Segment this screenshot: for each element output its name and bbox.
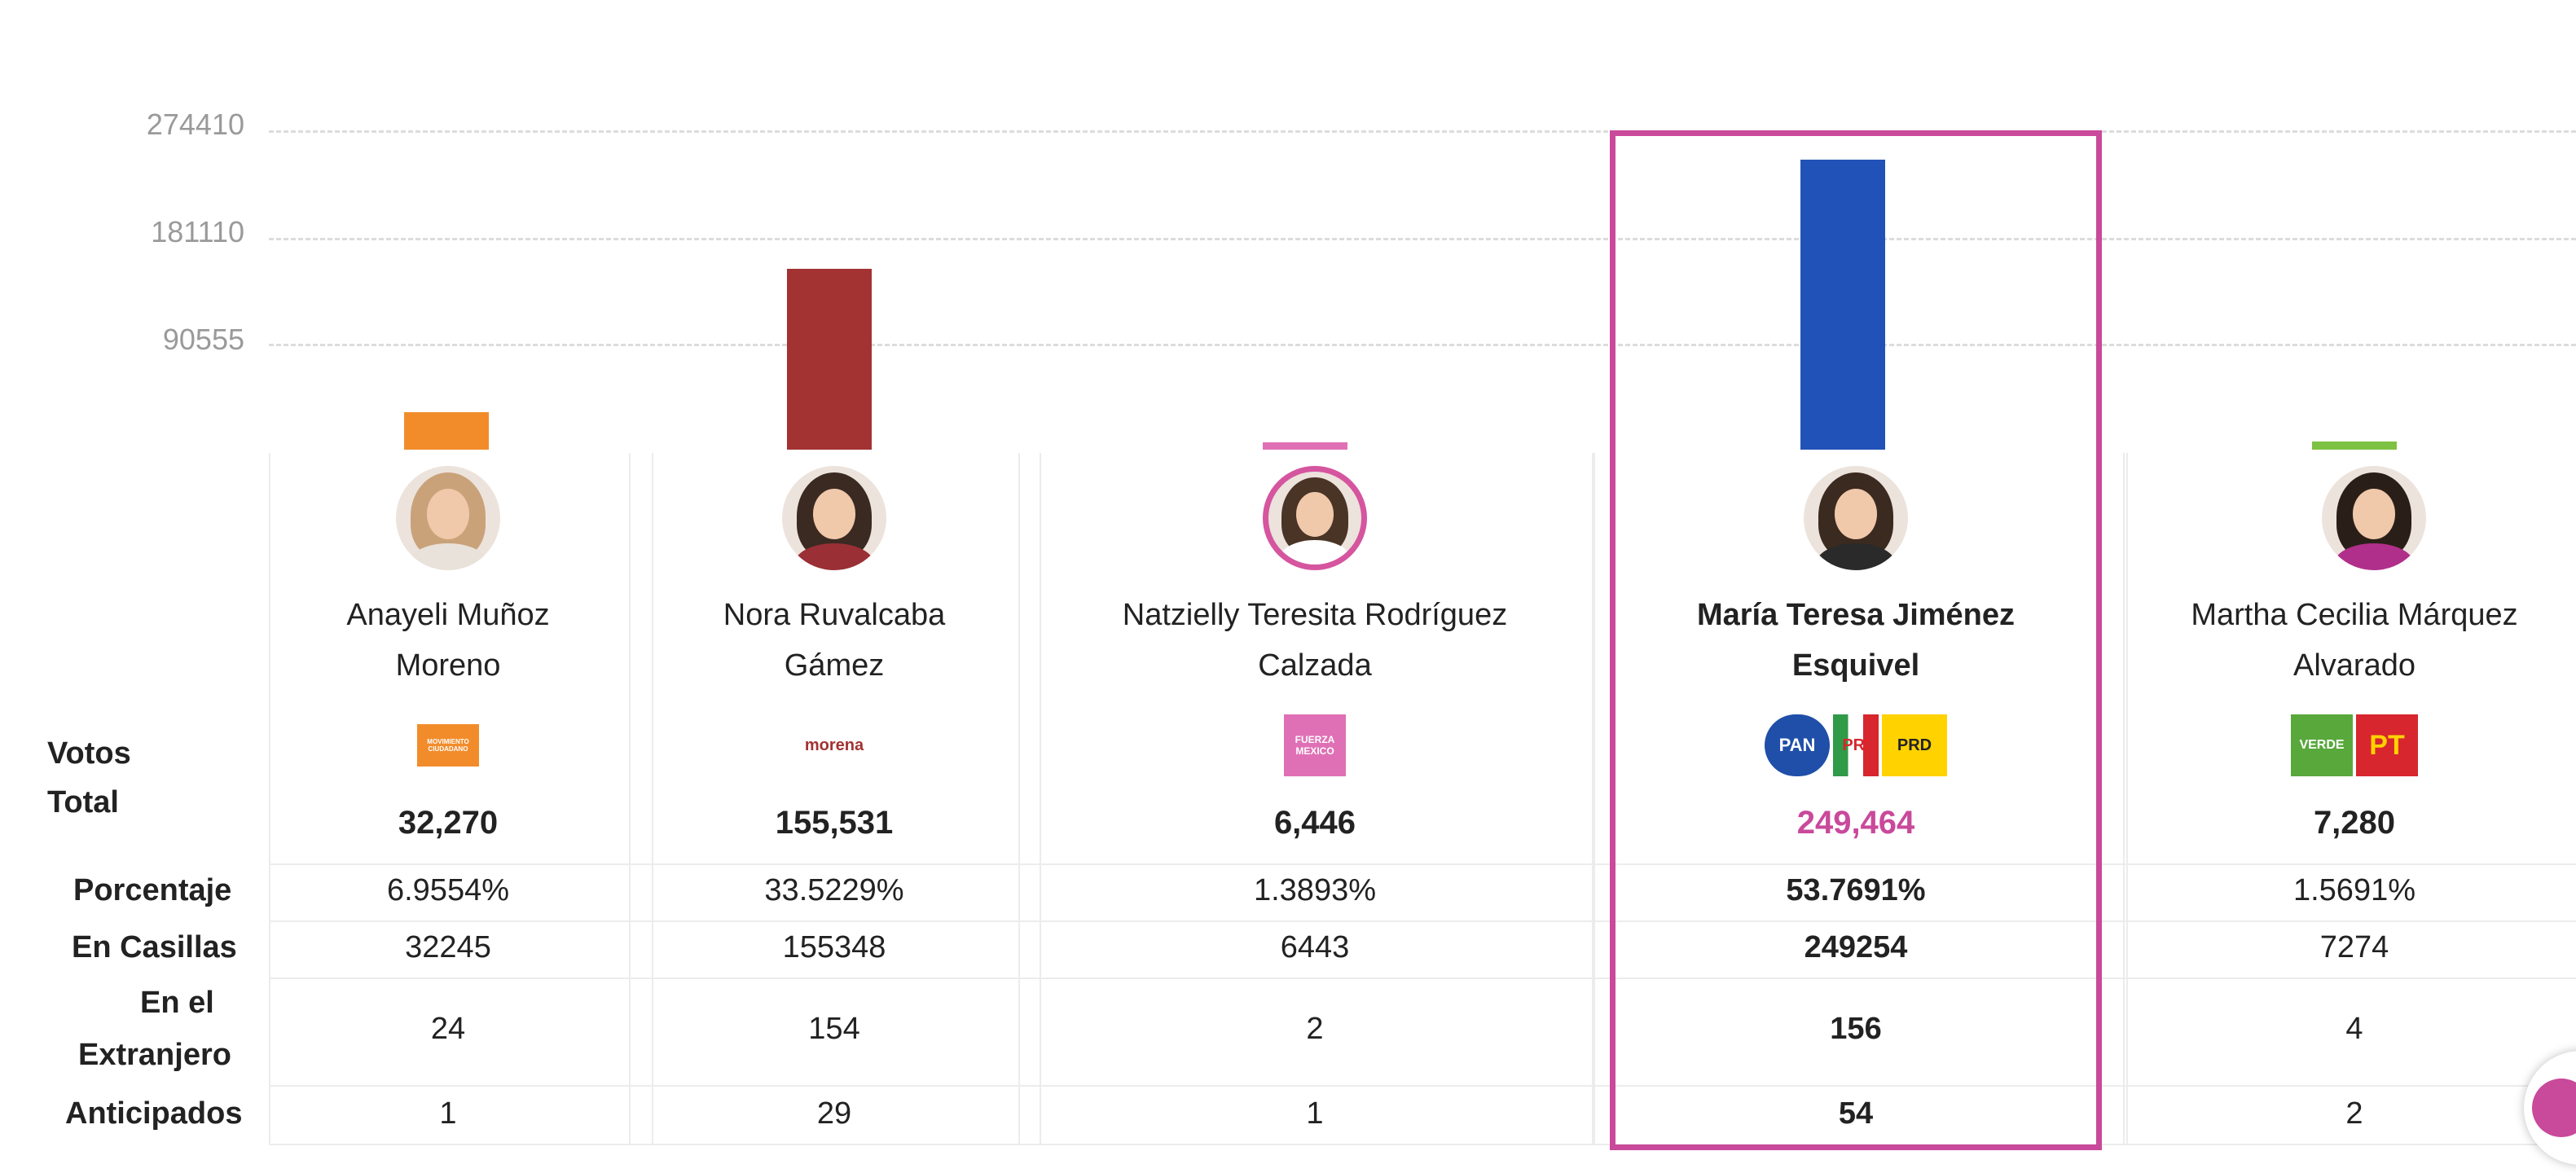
votes-en-casillas: 155348 <box>782 930 886 964</box>
candidate-name: Natzielly Teresita Rodríguez Calzada <box>1122 598 1508 683</box>
votes-en-casillas: 6443 <box>1280 930 1350 964</box>
row-divider <box>269 863 2576 865</box>
y-tick-label: 90555 <box>162 323 244 356</box>
votes-extranjero: 2 <box>1306 1012 1324 1046</box>
votes-anticipados: 2 <box>2345 1096 2363 1131</box>
row-label-en-el: En el <box>140 986 214 1020</box>
candidate-column-munoz: Anayeli Muñoz Moreno MOVIMIENTO CIUDADANO… <box>269 453 627 1153</box>
bar-2[interactable] <box>787 268 872 450</box>
pt-logo: PT <box>2356 714 2418 776</box>
total-votes: 155,531 <box>775 805 894 841</box>
candidate-name: Martha Cecilia Márquez Alvarado <box>2191 598 2518 683</box>
votes-anticipados: 1 <box>439 1096 457 1131</box>
bar-3[interactable] <box>1263 442 1347 450</box>
percentage: 6.9554% <box>386 873 509 907</box>
results-table: Votos Total Porcentaje En Casillas En el… <box>0 453 2576 1153</box>
percentage: 1.3893% <box>1253 873 1376 907</box>
row-divider <box>269 920 2576 922</box>
candidate-name: Anayeli Muñoz Moreno <box>346 598 550 683</box>
y-tick-label: 181110 <box>151 215 244 248</box>
candidate-column-rodriguez: Natzielly Teresita Rodríguez Calzada FUER… <box>1040 453 1590 1153</box>
row-divider <box>269 978 2576 979</box>
chat-icon <box>2532 1079 2576 1137</box>
row-label-extranjero: Extranjero <box>78 1038 231 1072</box>
candidate-column-ruvalcaba: Nora Ruvalcaba Gámez morena 155,531 33.52… <box>652 453 1017 1153</box>
total-votes: 249,464 <box>1796 805 1915 841</box>
fuerza-por-mexico-logo: FUERZA MEXICO <box>1284 714 1346 776</box>
row-divider <box>269 1144 2576 1145</box>
morena-logo: morena <box>798 729 871 762</box>
candidate-column-marquez: Martha Cecilia Márquez Alvarado VERDE PT … <box>2126 453 2576 1153</box>
row-divider <box>269 1085 2576 1087</box>
candidate-column-jimenez: María Teresa Jiménez Esquivel PAN PRI PRD… <box>1610 453 2102 1153</box>
party-logos: MOVIMIENTO CIUDADANO <box>269 712 627 779</box>
bar-4[interactable] <box>1800 159 1885 450</box>
total-votes: 7,280 <box>2313 805 2396 841</box>
partido-verde-logo: VERDE <box>2291 714 2353 776</box>
votes-en-casillas: 249254 <box>1804 930 1908 964</box>
candidate-name: María Teresa Jiménez Esquivel <box>1696 598 2016 683</box>
votes-extranjero: 24 <box>430 1012 466 1046</box>
vote-bar-chart: 274410 181110 90555 <box>0 0 2576 456</box>
votes-extranjero: 156 <box>1830 1012 1882 1046</box>
candidate-avatar <box>1263 466 1367 570</box>
column-frame <box>1040 453 1594 1144</box>
pan-logo: PAN <box>1765 714 1830 776</box>
y-tick-label: 274410 <box>146 108 244 141</box>
party-logos: PAN PRI PRD <box>1610 712 2102 779</box>
votes-en-casillas: 32245 <box>405 930 491 964</box>
pri-logo: PRI <box>1833 714 1879 776</box>
percentage: 53.7691% <box>1786 873 1926 907</box>
column-frame <box>1594 453 2125 1144</box>
bar-1[interactable] <box>404 411 489 450</box>
candidate-avatar <box>2322 466 2426 570</box>
candidate-avatar <box>1804 466 1908 570</box>
bar-5[interactable] <box>2312 441 2397 450</box>
party-logos: VERDE PT <box>2126 712 2576 779</box>
candidate-avatar <box>396 466 500 570</box>
column-frame <box>652 453 1020 1144</box>
candidate-name: Nora Ruvalcaba Gámez <box>723 598 946 683</box>
total-votes: 6,446 <box>1273 805 1356 841</box>
winner-highlight-frame <box>1610 130 2102 1150</box>
gridline <box>269 130 2576 133</box>
row-label-en-casillas: En Casillas <box>72 930 237 964</box>
votes-en-casillas: 7274 <box>2319 930 2389 964</box>
column-frame <box>2126 453 2576 1144</box>
column-frame <box>269 453 631 1144</box>
row-label-total: Total <box>47 785 119 819</box>
votes-anticipados: 29 <box>816 1096 852 1131</box>
votes-anticipados: 54 <box>1838 1096 1874 1131</box>
row-label-anticipados: Anticipados <box>65 1096 243 1131</box>
prd-logo: PRD <box>1882 714 1947 776</box>
party-logos: morena <box>652 712 1017 779</box>
party-logos: FUERZA MEXICO <box>1040 712 1590 779</box>
percentage: 1.5691% <box>2292 873 2416 907</box>
votes-extranjero: 4 <box>2345 1012 2363 1046</box>
row-label-votos: Votos <box>47 736 131 771</box>
candidate-avatar <box>782 466 886 570</box>
gridline <box>269 238 2576 240</box>
percentage: 33.5229% <box>764 873 904 907</box>
votes-extranjero: 154 <box>808 1012 860 1046</box>
gridline <box>269 344 2576 346</box>
movimiento-ciudadano-logo: MOVIMIENTO CIUDADANO <box>417 724 479 767</box>
total-votes: 32,270 <box>398 805 499 841</box>
row-label-porcentaje: Porcentaje <box>73 873 232 907</box>
votes-anticipados: 1 <box>1306 1096 1324 1131</box>
